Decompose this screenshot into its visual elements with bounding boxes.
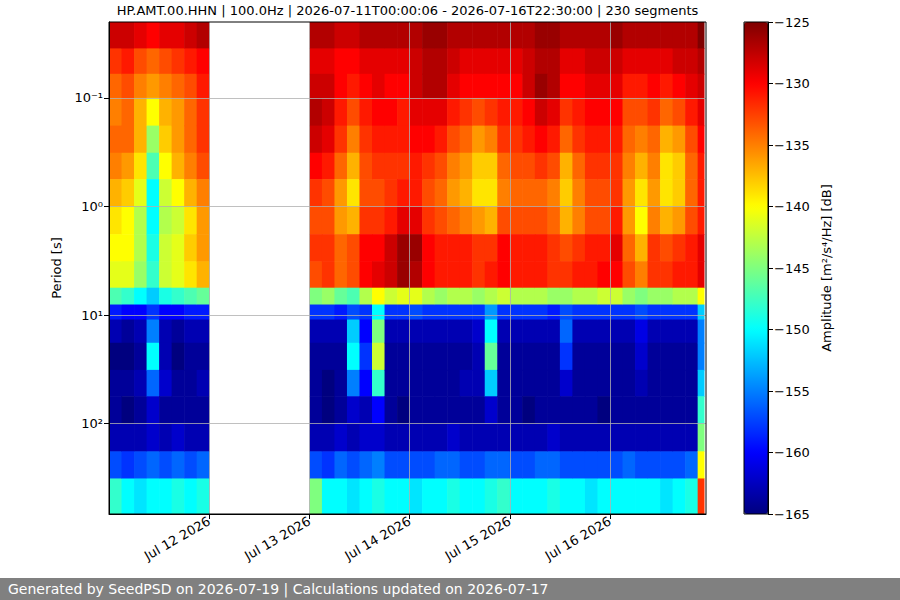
svg-text:Generated by SeedPSD on 2026-0: Generated by SeedPSD on 2026-07-19 | Cal…	[8, 581, 549, 598]
svg-text:−130: −130	[774, 76, 810, 91]
svg-text:−155: −155	[774, 384, 810, 399]
svg-text:Period [s]: Period [s]	[49, 237, 64, 299]
svg-text:Jul 14 2026: Jul 14 2026	[341, 514, 413, 564]
svg-text:−135: −135	[774, 138, 810, 153]
svg-text:−140: −140	[774, 199, 810, 214]
svg-text:10⁰: 10⁰	[81, 199, 103, 214]
svg-text:Jul 16 2026: Jul 16 2026	[542, 514, 614, 564]
svg-text:10⁻¹: 10⁻¹	[74, 90, 103, 105]
svg-text:−160: −160	[774, 445, 810, 460]
svg-text:Jul 12 2026: Jul 12 2026	[141, 514, 213, 564]
svg-text:−150: −150	[774, 322, 810, 337]
svg-text:−125: −125	[774, 15, 810, 30]
svg-text:−145: −145	[774, 261, 810, 276]
svg-text:10¹: 10¹	[81, 308, 103, 323]
svg-text:Jul 15 2026: Jul 15 2026	[442, 514, 514, 564]
svg-text:HP.AMT.00.HHN | 100.0Hz | 2026: HP.AMT.00.HHN | 100.0Hz | 2026-07-11T00:…	[117, 3, 699, 18]
svg-text:Jul 13 2026: Jul 13 2026	[241, 514, 313, 564]
svg-text:10²: 10²	[81, 416, 103, 431]
svg-text:Amplitude [m²/s⁴/Hz] [dB]: Amplitude [m²/s⁴/Hz] [dB]	[819, 184, 834, 352]
svg-text:−165: −165	[774, 507, 810, 522]
